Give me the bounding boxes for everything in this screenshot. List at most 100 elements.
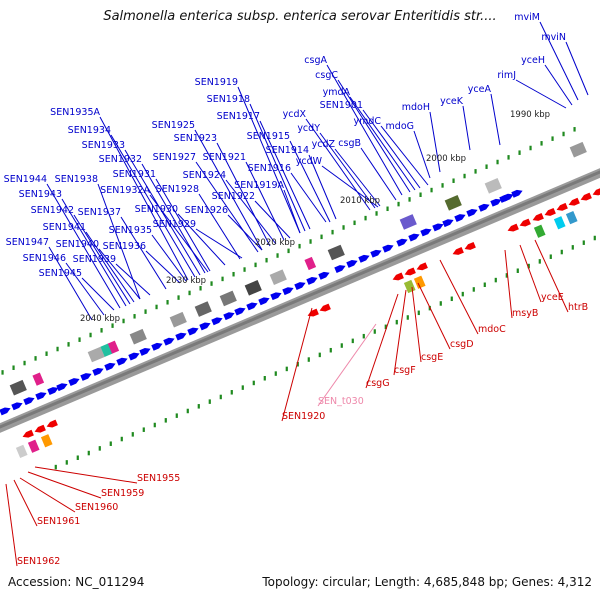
gene-label[interactable]: mdoC [478,324,506,335]
gene-label[interactable]: SEN1924 [183,170,226,181]
reverse-gene-arrow[interactable] [464,241,476,250]
forward-gene-arrow[interactable] [358,254,370,263]
gene-label[interactable]: yceE [541,292,564,303]
forward-gene-arrow[interactable] [163,337,175,346]
gene-label[interactable]: htrB [568,302,588,313]
gene-label[interactable]: ycdW [296,156,323,167]
forward-gene-arrow[interactable] [151,342,163,351]
gene-label[interactable]: SEN1959 [101,488,144,499]
gene-label[interactable]: SEN1940 [56,239,99,250]
forward-gene-arrow[interactable] [478,203,490,212]
reverse-gene-arrow[interactable] [507,223,519,232]
reverse-gene-arrow[interactable] [307,308,319,317]
gene-label[interactable]: SEN_t030 [318,396,364,407]
reverse-gene-arrow[interactable] [580,192,592,201]
gene-label[interactable]: SEN1945 [39,268,82,279]
forward-gene-arrow[interactable] [199,322,211,331]
forward-gene-arrow[interactable] [490,198,502,207]
gene-label[interactable]: SEN1914 [266,145,309,156]
gene-label[interactable]: SEN1935 [109,225,152,236]
forward-gene-arrow[interactable] [511,189,523,198]
gene-label[interactable]: csgG [366,378,390,389]
forward-gene-arrow[interactable] [47,387,59,395]
gene-label[interactable]: SEN1929 [153,219,196,230]
forward-gene-arrow[interactable] [211,317,223,326]
gene-label[interactable]: csgD [450,339,474,350]
gene-label[interactable]: ymdA [323,87,351,98]
gene-label[interactable]: SEN1921 [203,152,246,163]
forward-gene-arrow[interactable] [442,219,454,228]
gene-label[interactable]: csgC [315,70,338,81]
reverse-gene-arrow[interactable] [34,424,46,433]
gene-label[interactable]: SEN1944 [4,174,47,185]
forward-gene-arrow[interactable] [318,271,330,280]
forward-gene-arrow[interactable] [246,302,258,311]
gene-label[interactable]: SEN1928 [156,184,199,195]
gene-label[interactable]: SEN1933 [82,140,125,151]
gene-label[interactable]: mviM [514,12,540,23]
gene-label[interactable]: SEN1962 [17,556,60,567]
reverse-gene-arrow[interactable] [519,218,531,227]
gene-label[interactable]: SEN1932 [99,154,142,165]
forward-gene-arrow[interactable] [370,249,382,258]
gene-label[interactable]: SEN1920 [282,411,325,422]
gene-label[interactable]: SEN1926 [185,205,228,216]
gene-label[interactable]: SEN1946 [23,253,66,264]
reverse-gene-arrow[interactable] [392,272,404,281]
gene-label[interactable]: SEN1918 [207,94,250,105]
forward-gene-arrow[interactable] [294,282,306,290]
gene-label[interactable]: SEN1936 [103,241,146,252]
reverse-gene-arrow[interactable] [544,207,556,216]
gene-label[interactable]: yceH [521,55,545,66]
gene-label[interactable]: csgE [421,352,443,363]
gene-label[interactable]: yceA [468,84,492,95]
forward-gene-arrow[interactable] [346,260,358,268]
gene-label[interactable]: SEN1927 [153,152,196,163]
gene-label[interactable]: mdoH [402,102,430,113]
gene-label[interactable]: yceK [440,96,464,107]
forward-gene-arrow[interactable] [104,362,116,371]
gene-label[interactable]: SEN1943 [19,189,62,200]
forward-gene-arrow[interactable] [187,327,199,336]
gene-label[interactable]: SEN1938 [55,174,98,185]
reverse-gene-arrow[interactable] [568,197,580,206]
reverse-gene-arrow[interactable] [319,303,331,312]
gene-label[interactable]: SEN1941 [43,222,86,233]
gene-label[interactable]: csgA [304,55,327,66]
forward-gene-arrow[interactable] [432,223,444,232]
forward-gene-arrow[interactable] [396,238,408,247]
gene-label[interactable]: SEN1955 [137,473,180,484]
gene-label[interactable]: SEN1917 [217,111,260,122]
gene-label[interactable]: SEN1934 [68,125,111,136]
forward-gene-arrow[interactable] [23,397,35,406]
forward-gene-arrow[interactable] [334,265,346,273]
reverse-gene-arrow[interactable] [592,188,600,196]
gene-label[interactable]: SEN1947 [6,237,49,248]
forward-gene-arrow[interactable] [116,357,128,366]
gene-label[interactable]: SEN1960 [75,502,118,513]
reverse-gene-arrow[interactable] [22,429,34,438]
gene-label[interactable]: SEN1931 [113,169,156,180]
gene-label[interactable]: mdoG [386,121,414,132]
gene-label[interactable]: csgB [338,138,361,149]
gene-label[interactable]: SEN1961 [37,516,80,527]
forward-gene-arrow[interactable] [0,407,11,416]
reverse-gene-arrow[interactable] [452,247,464,255]
forward-gene-arrow[interactable] [56,383,68,392]
gene-label[interactable]: rimJ [497,70,516,81]
gene-label[interactable]: ymdC [353,116,381,127]
forward-gene-arrow[interactable] [223,312,235,321]
reverse-gene-arrow[interactable] [416,262,428,271]
forward-gene-arrow[interactable] [282,287,294,296]
forward-gene-arrow[interactable] [454,214,466,222]
gene-label[interactable]: ycdY [297,123,320,134]
forward-gene-arrow[interactable] [382,244,394,253]
gene-label[interactable]: SEN1901 [320,100,363,111]
gene-label[interactable]: msyB [512,308,538,319]
gene-label[interactable]: ycdX [283,109,307,120]
reverse-gene-arrow[interactable] [532,213,544,221]
gene-label[interactable]: SEN1919 [195,77,238,88]
gene-label[interactable]: SEN1939 [73,254,116,265]
gene-label[interactable]: SEN1923 [174,133,217,144]
forward-gene-arrow[interactable] [80,373,92,381]
